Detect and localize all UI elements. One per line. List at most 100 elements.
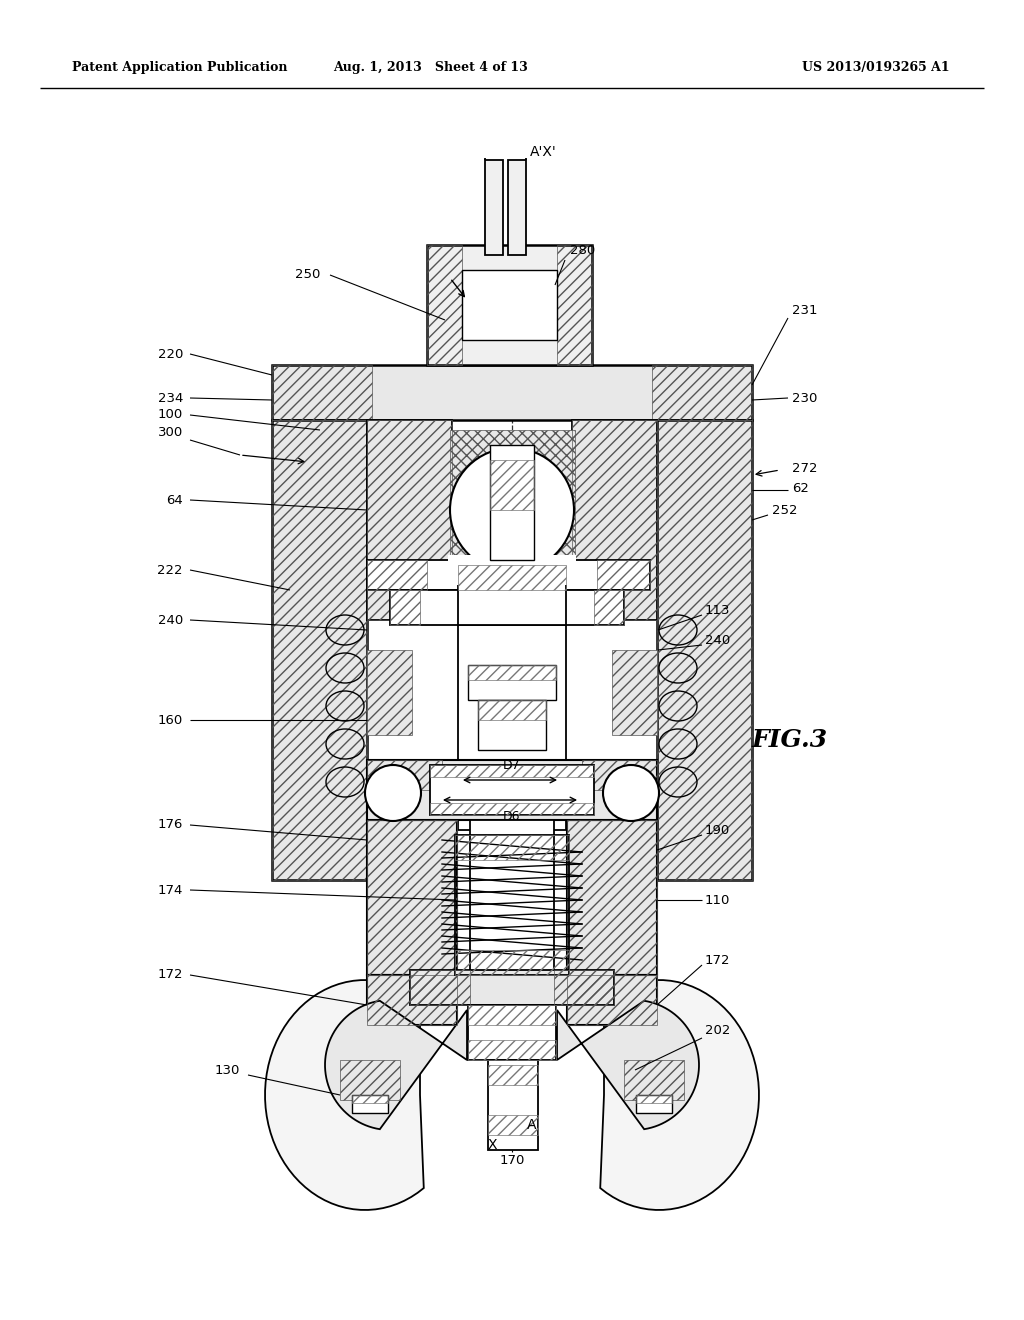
- Polygon shape: [265, 979, 424, 1210]
- Bar: [367, 560, 427, 590]
- Bar: [657, 420, 752, 880]
- Bar: [488, 1065, 538, 1085]
- Bar: [367, 820, 457, 975]
- Bar: [367, 420, 452, 620]
- Bar: [272, 366, 752, 420]
- Bar: [567, 975, 657, 1026]
- Text: FIG.3: FIG.3: [752, 729, 828, 752]
- Bar: [636, 1096, 672, 1113]
- Text: 160: 160: [158, 714, 183, 726]
- Text: 230: 230: [792, 392, 817, 404]
- Bar: [430, 766, 594, 814]
- Bar: [488, 1115, 538, 1135]
- Bar: [458, 565, 566, 590]
- Bar: [567, 820, 657, 975]
- Bar: [652, 366, 752, 420]
- Bar: [367, 420, 452, 620]
- Bar: [367, 760, 442, 789]
- Text: 176: 176: [158, 818, 183, 832]
- Text: 222: 222: [158, 564, 183, 577]
- Text: 300: 300: [158, 425, 183, 438]
- Text: 280: 280: [570, 243, 595, 256]
- Bar: [612, 649, 657, 735]
- Text: 172: 172: [705, 953, 730, 966]
- Circle shape: [603, 766, 659, 821]
- Bar: [470, 820, 554, 975]
- Polygon shape: [325, 1001, 467, 1129]
- Text: 100: 100: [158, 408, 183, 421]
- Text: 130: 130: [215, 1064, 240, 1077]
- Bar: [554, 970, 614, 1005]
- Polygon shape: [557, 1001, 699, 1129]
- Bar: [410, 970, 470, 1005]
- Bar: [390, 590, 624, 624]
- Bar: [468, 665, 556, 700]
- Bar: [462, 271, 557, 341]
- Text: 240: 240: [705, 634, 730, 647]
- Bar: [485, 160, 503, 255]
- Bar: [582, 760, 657, 789]
- Bar: [567, 820, 657, 975]
- Bar: [367, 649, 412, 735]
- Bar: [367, 760, 657, 820]
- Bar: [367, 560, 650, 590]
- Text: 234: 234: [158, 392, 183, 404]
- Bar: [458, 560, 566, 624]
- Bar: [410, 970, 614, 1005]
- Text: 272: 272: [792, 462, 817, 474]
- Bar: [488, 1060, 538, 1150]
- Bar: [594, 590, 624, 624]
- Bar: [478, 700, 546, 719]
- Bar: [508, 160, 526, 255]
- Bar: [367, 975, 457, 1026]
- Text: 62: 62: [792, 482, 809, 495]
- Bar: [572, 420, 657, 620]
- Bar: [657, 420, 752, 880]
- Bar: [272, 366, 372, 420]
- Bar: [490, 459, 534, 510]
- Text: A: A: [527, 1118, 537, 1133]
- Text: 252: 252: [772, 503, 798, 516]
- Text: Patent Application Publication: Patent Application Publication: [72, 62, 288, 74]
- Text: Aug. 1, 2013   Sheet 4 of 13: Aug. 1, 2013 Sheet 4 of 13: [333, 62, 527, 74]
- Text: 110: 110: [705, 894, 730, 907]
- Bar: [352, 1096, 388, 1104]
- Text: 190: 190: [705, 824, 730, 837]
- Text: 231: 231: [792, 304, 817, 317]
- Bar: [468, 1005, 556, 1060]
- Circle shape: [365, 766, 421, 821]
- Text: 64: 64: [166, 494, 183, 507]
- Text: 250: 250: [295, 268, 319, 281]
- Text: D7: D7: [503, 759, 521, 772]
- Text: 113: 113: [705, 603, 730, 616]
- Bar: [449, 554, 575, 585]
- Text: 170: 170: [500, 1154, 524, 1167]
- Bar: [430, 766, 594, 777]
- Bar: [390, 590, 420, 624]
- Text: 174: 174: [158, 883, 183, 896]
- Bar: [455, 950, 569, 975]
- Circle shape: [450, 447, 574, 572]
- Bar: [636, 1096, 672, 1104]
- Text: US 2013/0193265 A1: US 2013/0193265 A1: [803, 62, 950, 74]
- Bar: [624, 1060, 684, 1100]
- Bar: [468, 1040, 556, 1060]
- Bar: [455, 836, 569, 975]
- Bar: [272, 420, 367, 880]
- Text: D6: D6: [503, 810, 521, 822]
- Bar: [478, 700, 546, 750]
- Bar: [572, 420, 657, 620]
- Text: 240: 240: [158, 614, 183, 627]
- Bar: [367, 975, 457, 1026]
- Text: 202: 202: [705, 1023, 730, 1036]
- Bar: [352, 1096, 388, 1113]
- Bar: [557, 246, 592, 366]
- Bar: [468, 665, 556, 680]
- Bar: [367, 820, 457, 975]
- Text: A'X': A'X': [530, 145, 557, 158]
- Polygon shape: [600, 979, 759, 1210]
- Bar: [427, 246, 462, 366]
- Text: 172: 172: [158, 969, 183, 982]
- Bar: [455, 836, 569, 861]
- Bar: [567, 975, 657, 1026]
